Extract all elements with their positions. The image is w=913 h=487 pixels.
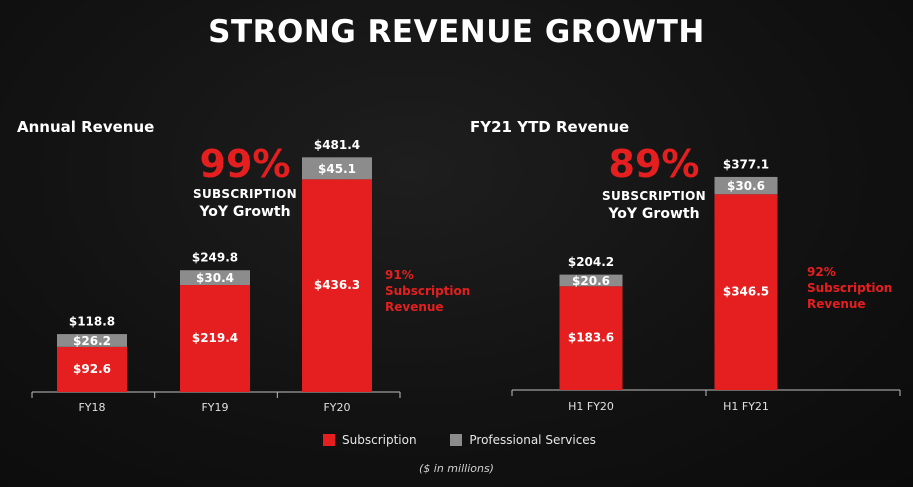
ytd-label-subscription: $183.6 xyxy=(568,331,614,345)
units-footnote: ($ in millions) xyxy=(419,462,494,475)
annual-panel-title: Annual Revenue xyxy=(17,118,155,136)
annual-bar-professional-services xyxy=(180,270,250,286)
annual-label-subscription: $219.4 xyxy=(192,331,238,345)
annual-growth-label-1: SUBSCRIPTION xyxy=(193,187,297,201)
ytd-label-professional-services: $30.6 xyxy=(727,179,765,193)
annual-label-professional-services: $45.1 xyxy=(318,162,356,176)
ytd-growth-label-1: SUBSCRIPTION xyxy=(602,189,706,203)
annual-bar-professional-services xyxy=(302,157,372,180)
ytd-growth-percent: 89% xyxy=(608,142,700,186)
ytd-note-line-1: 92% xyxy=(807,265,836,279)
annual-bar-subscription xyxy=(302,179,372,392)
legend-item-subscription: Subscription xyxy=(323,433,417,447)
annual-note-line-2: Subscription xyxy=(385,284,471,298)
annual-label-subscription: $92.6 xyxy=(73,362,111,376)
annual-x-tick-label: FY20 xyxy=(323,401,350,414)
annual-growth-percent: 99% xyxy=(199,142,291,186)
annual-note-line-1: 91% xyxy=(385,268,414,282)
ytd-growth-label-2: YoY Growth xyxy=(608,206,700,222)
chart-legend: Subscription Professional Services xyxy=(323,433,626,449)
ytd-label-total: $377.1 xyxy=(723,157,769,171)
ytd-bar-professional-services xyxy=(714,176,778,195)
page-title: STRONG REVENUE GROWTH xyxy=(208,14,705,50)
annual-x-tick-label: FY18 xyxy=(78,401,105,414)
ytd-subscription-note: 92% Subscription Revenue xyxy=(807,264,892,312)
ytd-bar-subscription xyxy=(559,286,623,390)
annual-note-line-3: Revenue xyxy=(385,300,444,314)
ytd-label-professional-services: $20.6 xyxy=(572,274,610,288)
annual-growth-label-2: YoY Growth xyxy=(199,204,291,220)
ytd-label-subscription: $346.5 xyxy=(723,285,769,299)
annual-label-professional-services: $26.2 xyxy=(73,334,111,348)
legend-label-professional-services: Professional Services xyxy=(469,433,596,447)
annual-label-subscription: $436.3 xyxy=(314,278,360,292)
annual-label-total: $249.8 xyxy=(192,251,238,265)
legend-item-professional-services: Professional Services xyxy=(450,433,596,447)
ytd-label-total: $204.2 xyxy=(568,255,614,269)
annual-label-total: $481.4 xyxy=(314,138,360,152)
ytd-panel-title: FY21 YTD Revenue xyxy=(470,118,630,136)
ytd-bar-subscription xyxy=(714,194,778,390)
ytd-x-tick-label: H1 FY21 xyxy=(723,400,769,413)
legend-label-subscription: Subscription xyxy=(342,433,417,447)
annual-subscription-note: 91% Subscription Revenue xyxy=(385,267,470,315)
ytd-x-tick-label: H1 FY20 xyxy=(568,400,614,413)
annual-bar-subscription xyxy=(57,346,127,392)
ytd-note-line-2: Subscription xyxy=(807,281,893,295)
annual-bar-subscription xyxy=(180,285,250,392)
ytd-note-line-3: Revenue xyxy=(807,297,866,311)
annual-label-professional-services: $30.4 xyxy=(196,271,234,285)
subscription-swatch-icon xyxy=(323,434,335,446)
annual-label-total: $118.8 xyxy=(69,315,115,329)
professional-services-swatch-icon xyxy=(450,434,463,446)
annual-x-tick-label: FY19 xyxy=(201,401,228,414)
ytd-bar-professional-services xyxy=(559,274,623,287)
annual-bar-professional-services xyxy=(57,334,127,347)
